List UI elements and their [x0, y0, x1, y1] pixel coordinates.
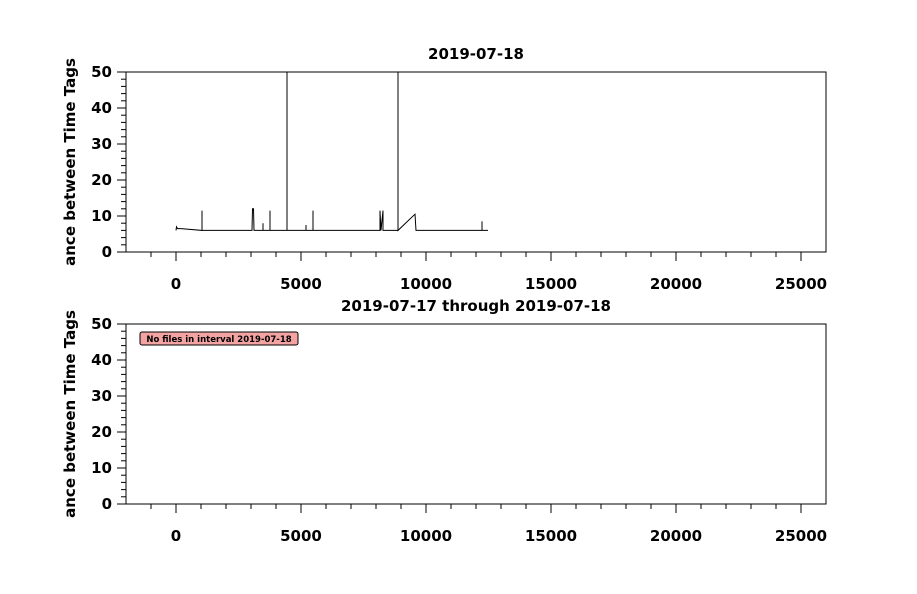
x-tick-label: 15000 [525, 527, 577, 545]
y-tick-label: 50 [91, 315, 112, 333]
y-tick-label: 50 [91, 63, 112, 81]
plot-frame [125, 323, 827, 505]
y-tick-label: 10 [91, 207, 112, 225]
y-tick-label: 30 [91, 387, 112, 405]
annotation-box [139, 331, 299, 346]
x-tick-label: 25000 [775, 527, 827, 545]
x-tick-label: 10000 [400, 527, 452, 545]
y-axis-label: ance between Time Tags [61, 310, 79, 518]
y-tick-label: 0 [102, 243, 112, 261]
plot-frame [125, 71, 827, 253]
x-tick-label: 5000 [280, 527, 322, 545]
y-tick-label: 10 [91, 459, 112, 477]
y-tick-label: 20 [91, 423, 112, 441]
y-axis-label: ance between Time Tags [61, 58, 79, 266]
x-tick-label: 25000 [775, 275, 827, 293]
x-tick-label: 5000 [280, 275, 322, 293]
x-tick-label: 0 [171, 527, 181, 545]
x-tick-label: 10000 [400, 275, 452, 293]
y-tick-label: 30 [91, 135, 112, 153]
chart-title: 2019-07-18 [428, 45, 524, 63]
y-tick-label: 0 [102, 495, 112, 513]
y-tick-label: 40 [91, 99, 112, 117]
x-tick-label: 15000 [525, 275, 577, 293]
chart-title: 2019-07-17 through 2019-07-18 [341, 297, 611, 315]
x-tick-label: 20000 [650, 275, 702, 293]
data-line [175, 72, 488, 232]
y-tick-label: 20 [91, 171, 112, 189]
x-tick-label: 0 [171, 275, 181, 293]
x-tick-label: 20000 [650, 527, 702, 545]
y-tick-label: 40 [91, 351, 112, 369]
annotation: No files in interval 2019-07-18 [146, 335, 291, 345]
